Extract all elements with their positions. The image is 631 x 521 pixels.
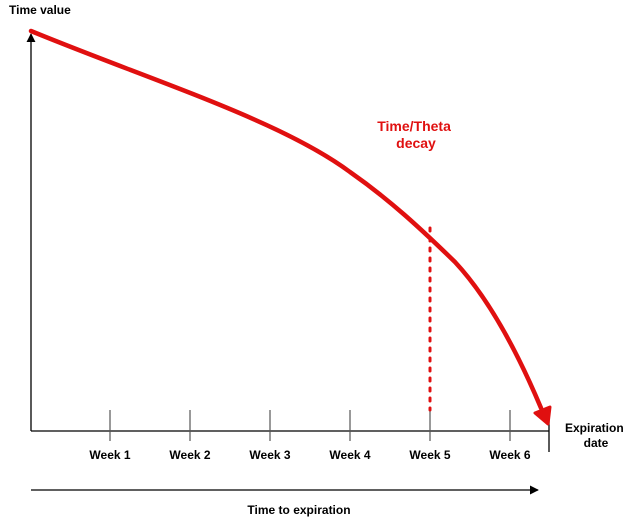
annotation-line-1: Time/Theta [377,118,451,134]
tick-label: Week 2 [169,448,210,462]
x-axis-caption: Time to expiration [247,503,350,517]
decay-curve-arrowhead [533,405,552,426]
x-axis-end-label-line-1: Expiration [565,421,624,435]
x-ticks: Week 1 Week 2 Week 3 Week 4 Week 5 Week 6 [89,410,531,462]
annotation: Time/Theta decay [377,118,455,151]
tick-label: Week 3 [249,448,290,462]
tick-label: Week 5 [409,448,450,462]
decay-curve [28,28,544,411]
y-axis-label: Time value [9,3,71,17]
tick-label: Week 4 [329,448,370,462]
tick-label: Week 6 [489,448,530,462]
x-axis-end-label: Expiration date [565,421,627,450]
x-axis-end-label-line-2: date [584,436,609,450]
annotation-line-2: decay [396,135,436,151]
tick-label: Week 1 [89,448,130,462]
